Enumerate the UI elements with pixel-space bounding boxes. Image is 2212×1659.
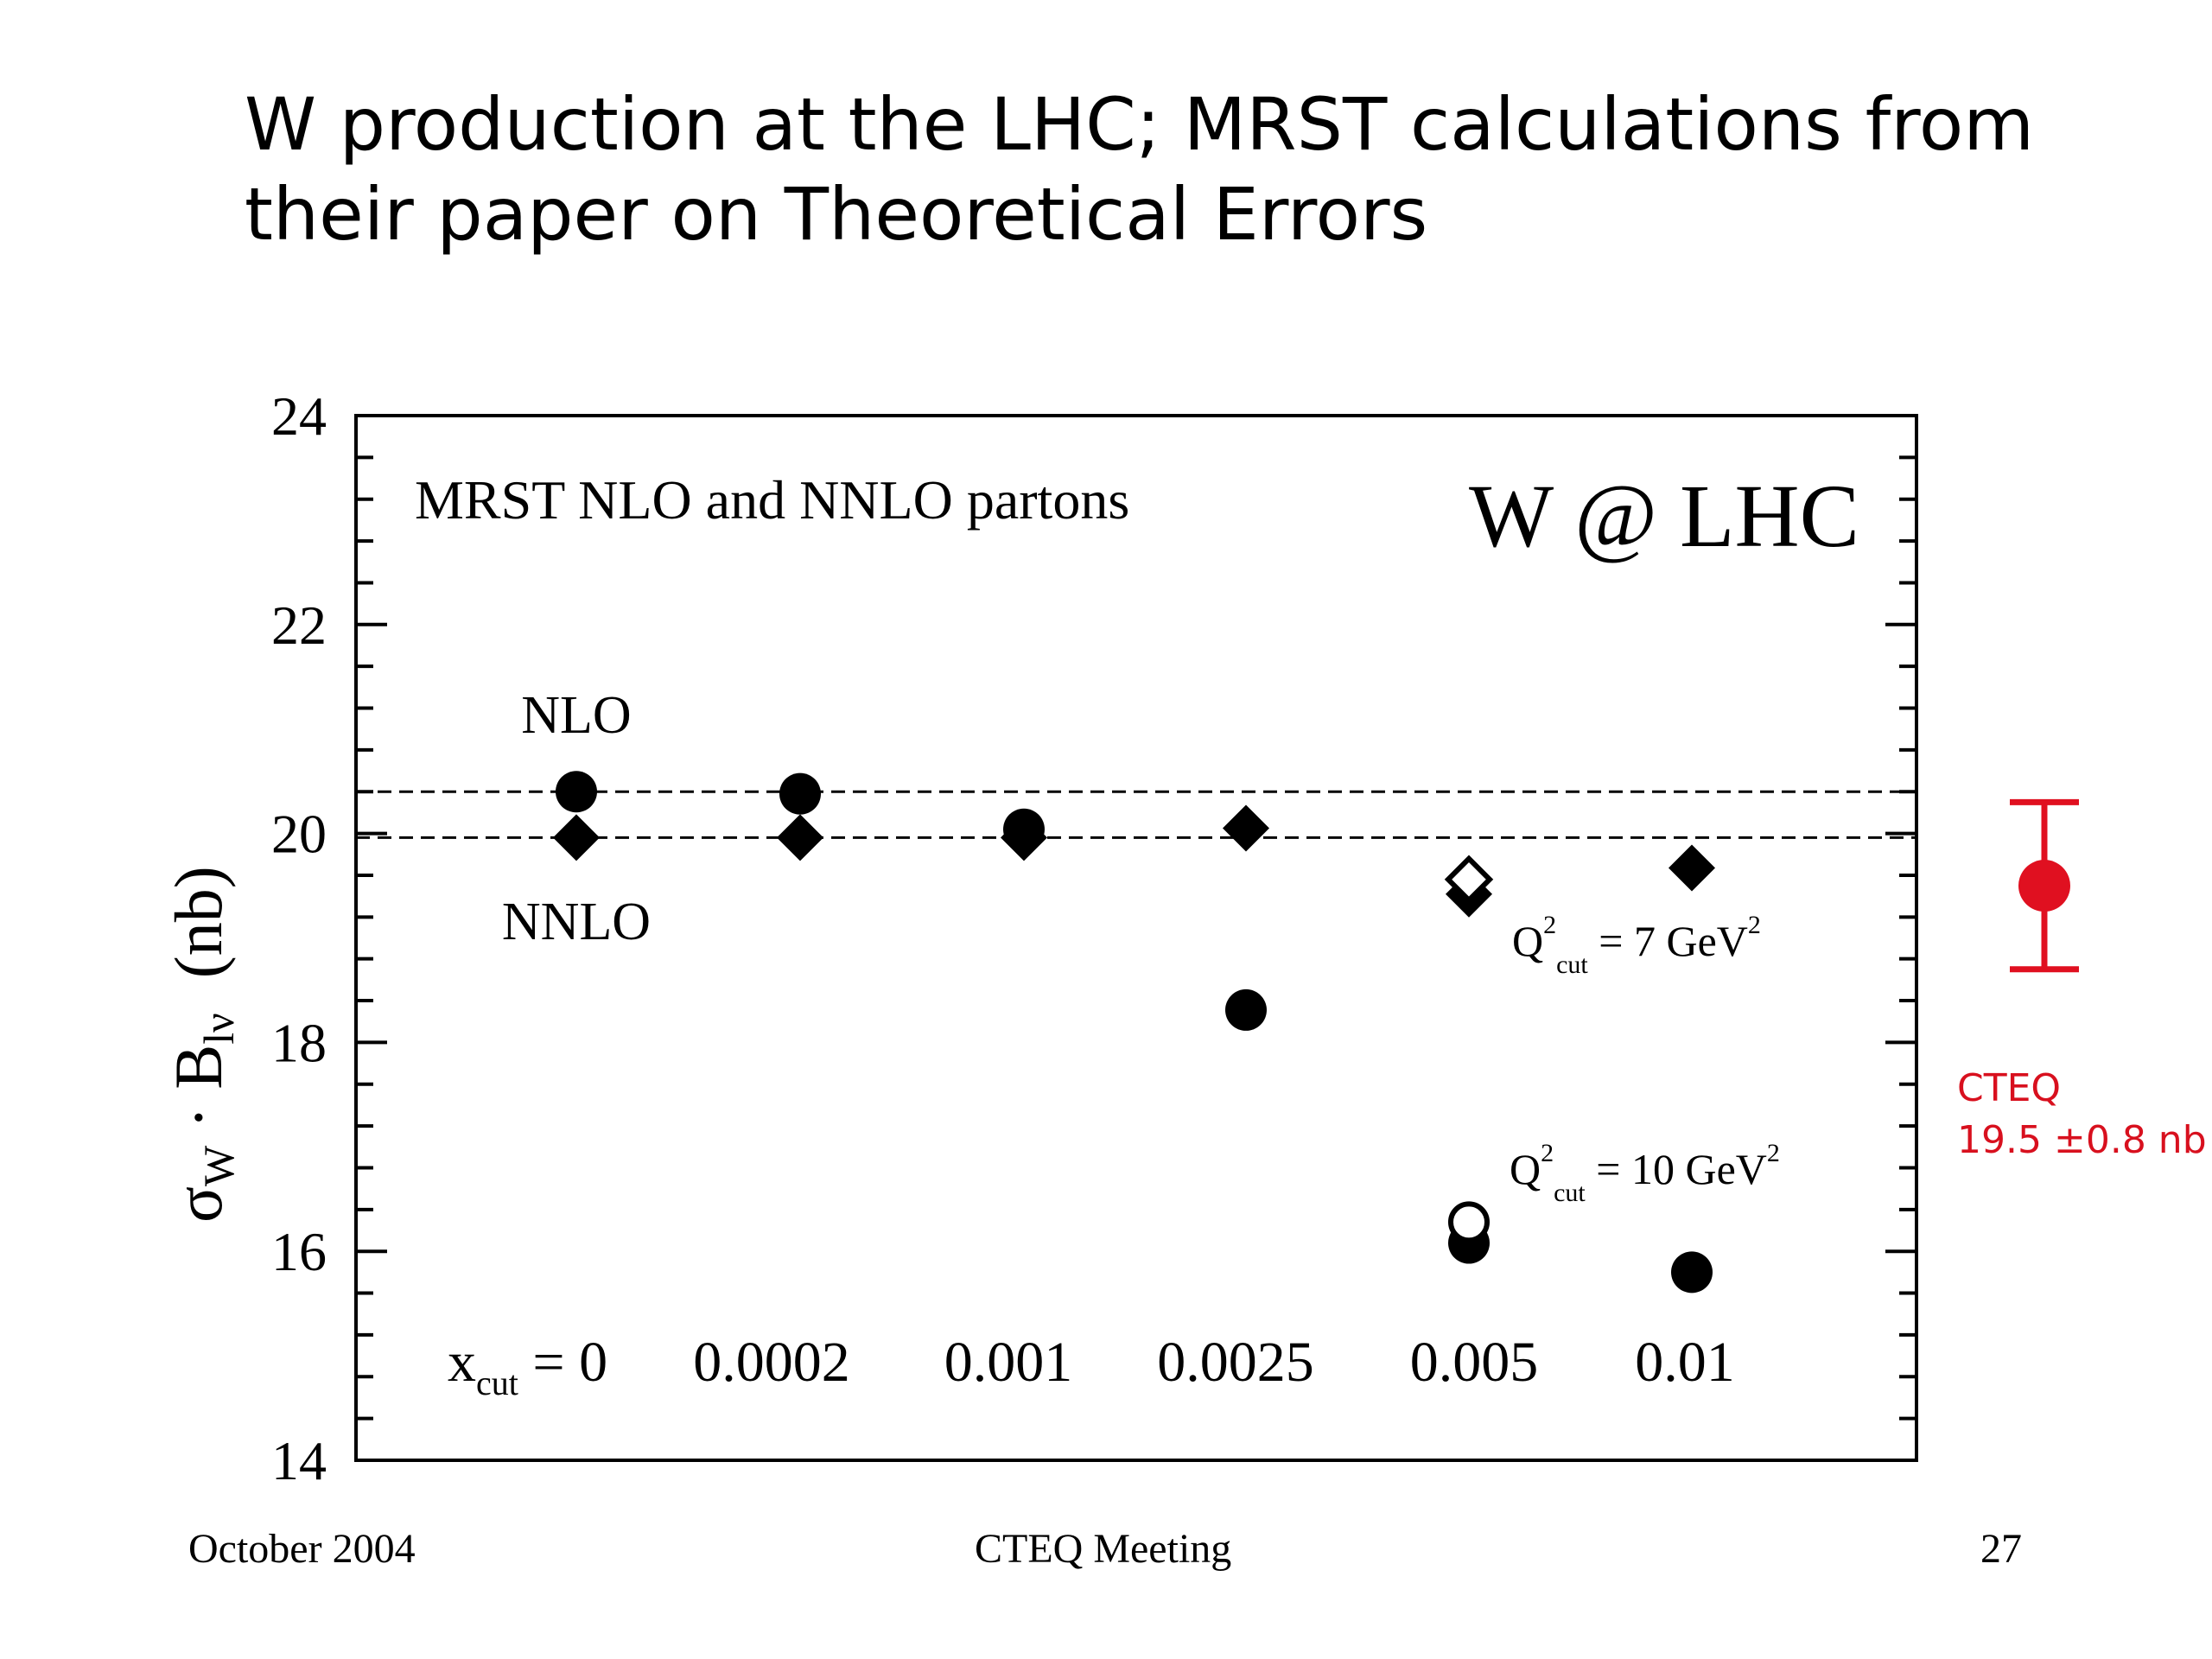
nnlo-point bbox=[1669, 844, 1715, 892]
nlo-label: NLO bbox=[521, 686, 631, 745]
x-category-label: 0.0025 bbox=[1157, 1331, 1314, 1394]
nnlo-label: NNLO bbox=[502, 893, 651, 951]
nnlo-point bbox=[1223, 804, 1269, 852]
y-tick-labels: 14 16 18 20 22 24 bbox=[271, 385, 327, 1491]
q2-cut-10-label: Q2cut = 10 GeV2 bbox=[1510, 1139, 1780, 1207]
cteq-note: CTEQ 19.5 ±0.8 nb bbox=[1957, 1063, 2207, 1166]
y-tick-label: 16 bbox=[271, 1221, 327, 1282]
q2-cut-7-label: Q2cut = 7 GeV2 bbox=[1512, 911, 1761, 979]
footer-date: October 2004 bbox=[188, 1526, 416, 1572]
x-category-label: 0.001 bbox=[944, 1331, 1073, 1394]
plus-minus-symbol: ± bbox=[2053, 1118, 2086, 1162]
y-tick-label: 14 bbox=[271, 1430, 327, 1491]
footer-page-number: 27 bbox=[1980, 1526, 2022, 1572]
data-markers bbox=[553, 771, 1715, 1294]
y-tick-label: 22 bbox=[271, 594, 327, 656]
footer-meeting: CTEQ Meeting bbox=[975, 1526, 1232, 1572]
nlo-point bbox=[1225, 988, 1267, 1031]
open-circle-point bbox=[1448, 1201, 1490, 1243]
reference-lines bbox=[356, 790, 1916, 839]
nlo-point bbox=[556, 771, 597, 813]
y-axis-label: σW · Blν(nb) bbox=[161, 866, 243, 1223]
cteq-error-bar bbox=[2010, 798, 2079, 973]
x-category-label: 0.0002 bbox=[693, 1331, 850, 1394]
x-category-label: 0.01 bbox=[1635, 1331, 1735, 1394]
axis-ticks bbox=[356, 414, 1916, 1462]
cteq-note-value: 19.5 ±0.8 nb bbox=[1957, 1118, 2207, 1162]
slide-title-line-1: W production at the LHC; MRST calculatio… bbox=[245, 82, 2035, 167]
cteq-note-label: CTEQ bbox=[1957, 1066, 2062, 1110]
slide-title: W production at the LHC; MRST calculatio… bbox=[245, 79, 2059, 259]
nnlo-point bbox=[777, 814, 823, 861]
chart-subtitle: MRST NLO and NNLO partons bbox=[415, 469, 1129, 531]
cteq-point bbox=[2018, 860, 2070, 912]
nlo-point bbox=[1671, 1251, 1713, 1294]
nnlo-point bbox=[553, 814, 600, 861]
x-category-label: 0.005 bbox=[1410, 1331, 1539, 1394]
chart-title: W @ LHC bbox=[1469, 467, 1859, 566]
y-tick-label: 18 bbox=[271, 1012, 327, 1073]
x-category-labels: xcut = 0 0.0002 0.001 0.0025 0.005 0.01 bbox=[448, 1331, 1735, 1402]
plot-frame bbox=[354, 414, 1918, 1462]
nnlo-point bbox=[1001, 814, 1047, 861]
y-tick-label: 24 bbox=[271, 385, 327, 447]
slide-title-line-2: their paper on Theoretical Errors bbox=[245, 172, 1428, 257]
open-diamond-point bbox=[1444, 855, 1494, 905]
x-category-label: xcut = 0 bbox=[448, 1331, 607, 1402]
nlo-point bbox=[779, 772, 821, 815]
y-tick-label: 20 bbox=[271, 804, 327, 865]
